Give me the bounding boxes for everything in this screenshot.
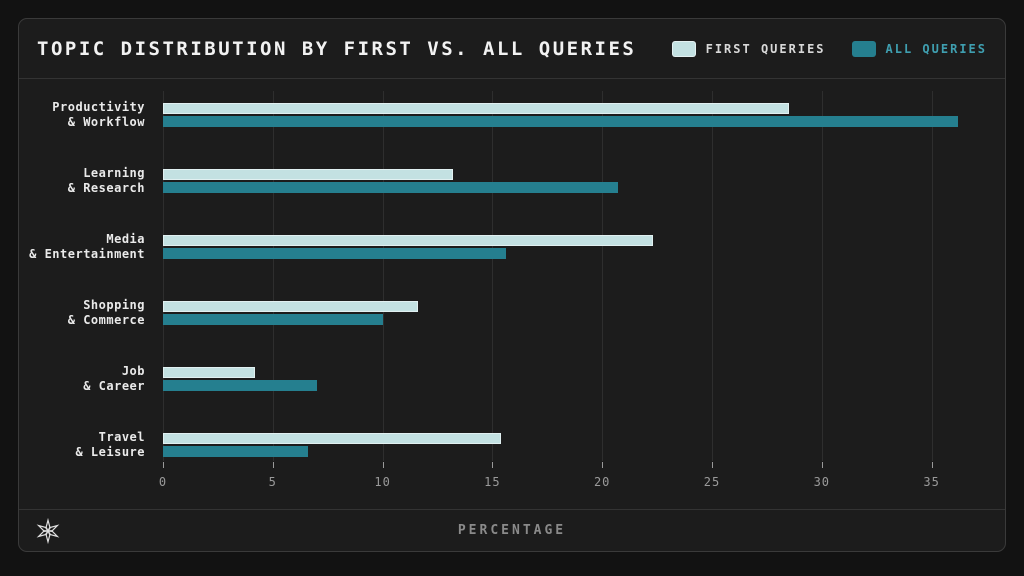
gridline: [382, 91, 384, 461]
tick-mark: [712, 462, 713, 468]
bar-all-queries: [163, 446, 308, 457]
chart-footer: PERCENTAGE: [19, 509, 1005, 551]
gridline: [931, 91, 933, 461]
tick-label: 5: [268, 475, 277, 489]
bar-all-queries: [163, 116, 958, 127]
category-label: Productivity & Workflow: [52, 100, 145, 129]
category-label: Travel & Leisure: [75, 430, 145, 459]
plot-area: 0 5 10 15 20 25 30 35 Productivity & Workflow Lea…: [19, 79, 1005, 511]
category-label: Media & Entertainment: [29, 232, 145, 261]
chart-card: TOPIC DISTRIBUTION BY FIRST VS. ALL QUER…: [18, 18, 1006, 552]
bar-all-queries: [163, 380, 317, 391]
tick-mark: [821, 462, 823, 468]
gridline: [712, 91, 713, 461]
bar-first-queries: [163, 301, 418, 312]
legend: FIRST QUERIES ALL QUERIES: [671, 40, 987, 57]
legend-label-first: FIRST QUERIES: [705, 41, 826, 56]
starburst-logo-icon: [36, 518, 60, 544]
bar-first-queries: [163, 169, 453, 180]
bar-all-queries: [163, 182, 618, 193]
tick-mark: [602, 462, 604, 468]
gridline: [163, 91, 164, 461]
bar-first-queries: [163, 103, 789, 114]
tick-label: 0: [158, 475, 168, 489]
legend-swatch-all-icon: [851, 40, 876, 57]
bar-all-queries: [163, 314, 383, 325]
legend-item-first-queries: FIRST QUERIES: [671, 40, 826, 57]
legend-item-all-queries: ALL QUERIES: [851, 40, 987, 57]
bar-all-queries: [163, 248, 506, 259]
category-label: Shopping & Commerce: [67, 298, 145, 327]
legend-label-all: ALL QUERIES: [885, 41, 987, 56]
tick-mark: [931, 462, 933, 468]
x-axis-label: PERCENTAGE: [457, 523, 567, 538]
tick-mark: [382, 462, 384, 468]
tick-label: 10: [374, 475, 391, 489]
chart-title: TOPIC DISTRIBUTION BY FIRST VS. ALL QUER…: [37, 37, 637, 60]
chart-header: TOPIC DISTRIBUTION BY FIRST VS. ALL QUER…: [19, 19, 1005, 79]
tick-mark: [492, 462, 494, 468]
category-label: Job & Career: [83, 364, 145, 393]
gridline: [272, 91, 274, 461]
bar-first-queries: [163, 235, 653, 246]
tick-label: 20: [593, 475, 611, 489]
legend-swatch-first-icon: [671, 40, 696, 57]
gridline: [821, 91, 823, 461]
tick-label: 15: [484, 475, 501, 489]
tick-label: 35: [923, 475, 940, 489]
gridline: [492, 91, 494, 461]
bar-first-queries: [163, 433, 502, 444]
tick-label: 25: [703, 475, 721, 489]
tick-mark: [163, 462, 164, 468]
category-label: Learning & Research: [67, 166, 145, 195]
gridline: [602, 91, 604, 461]
tick-label: 30: [813, 475, 831, 489]
tick-mark: [272, 462, 274, 468]
bar-first-queries: [163, 367, 256, 378]
